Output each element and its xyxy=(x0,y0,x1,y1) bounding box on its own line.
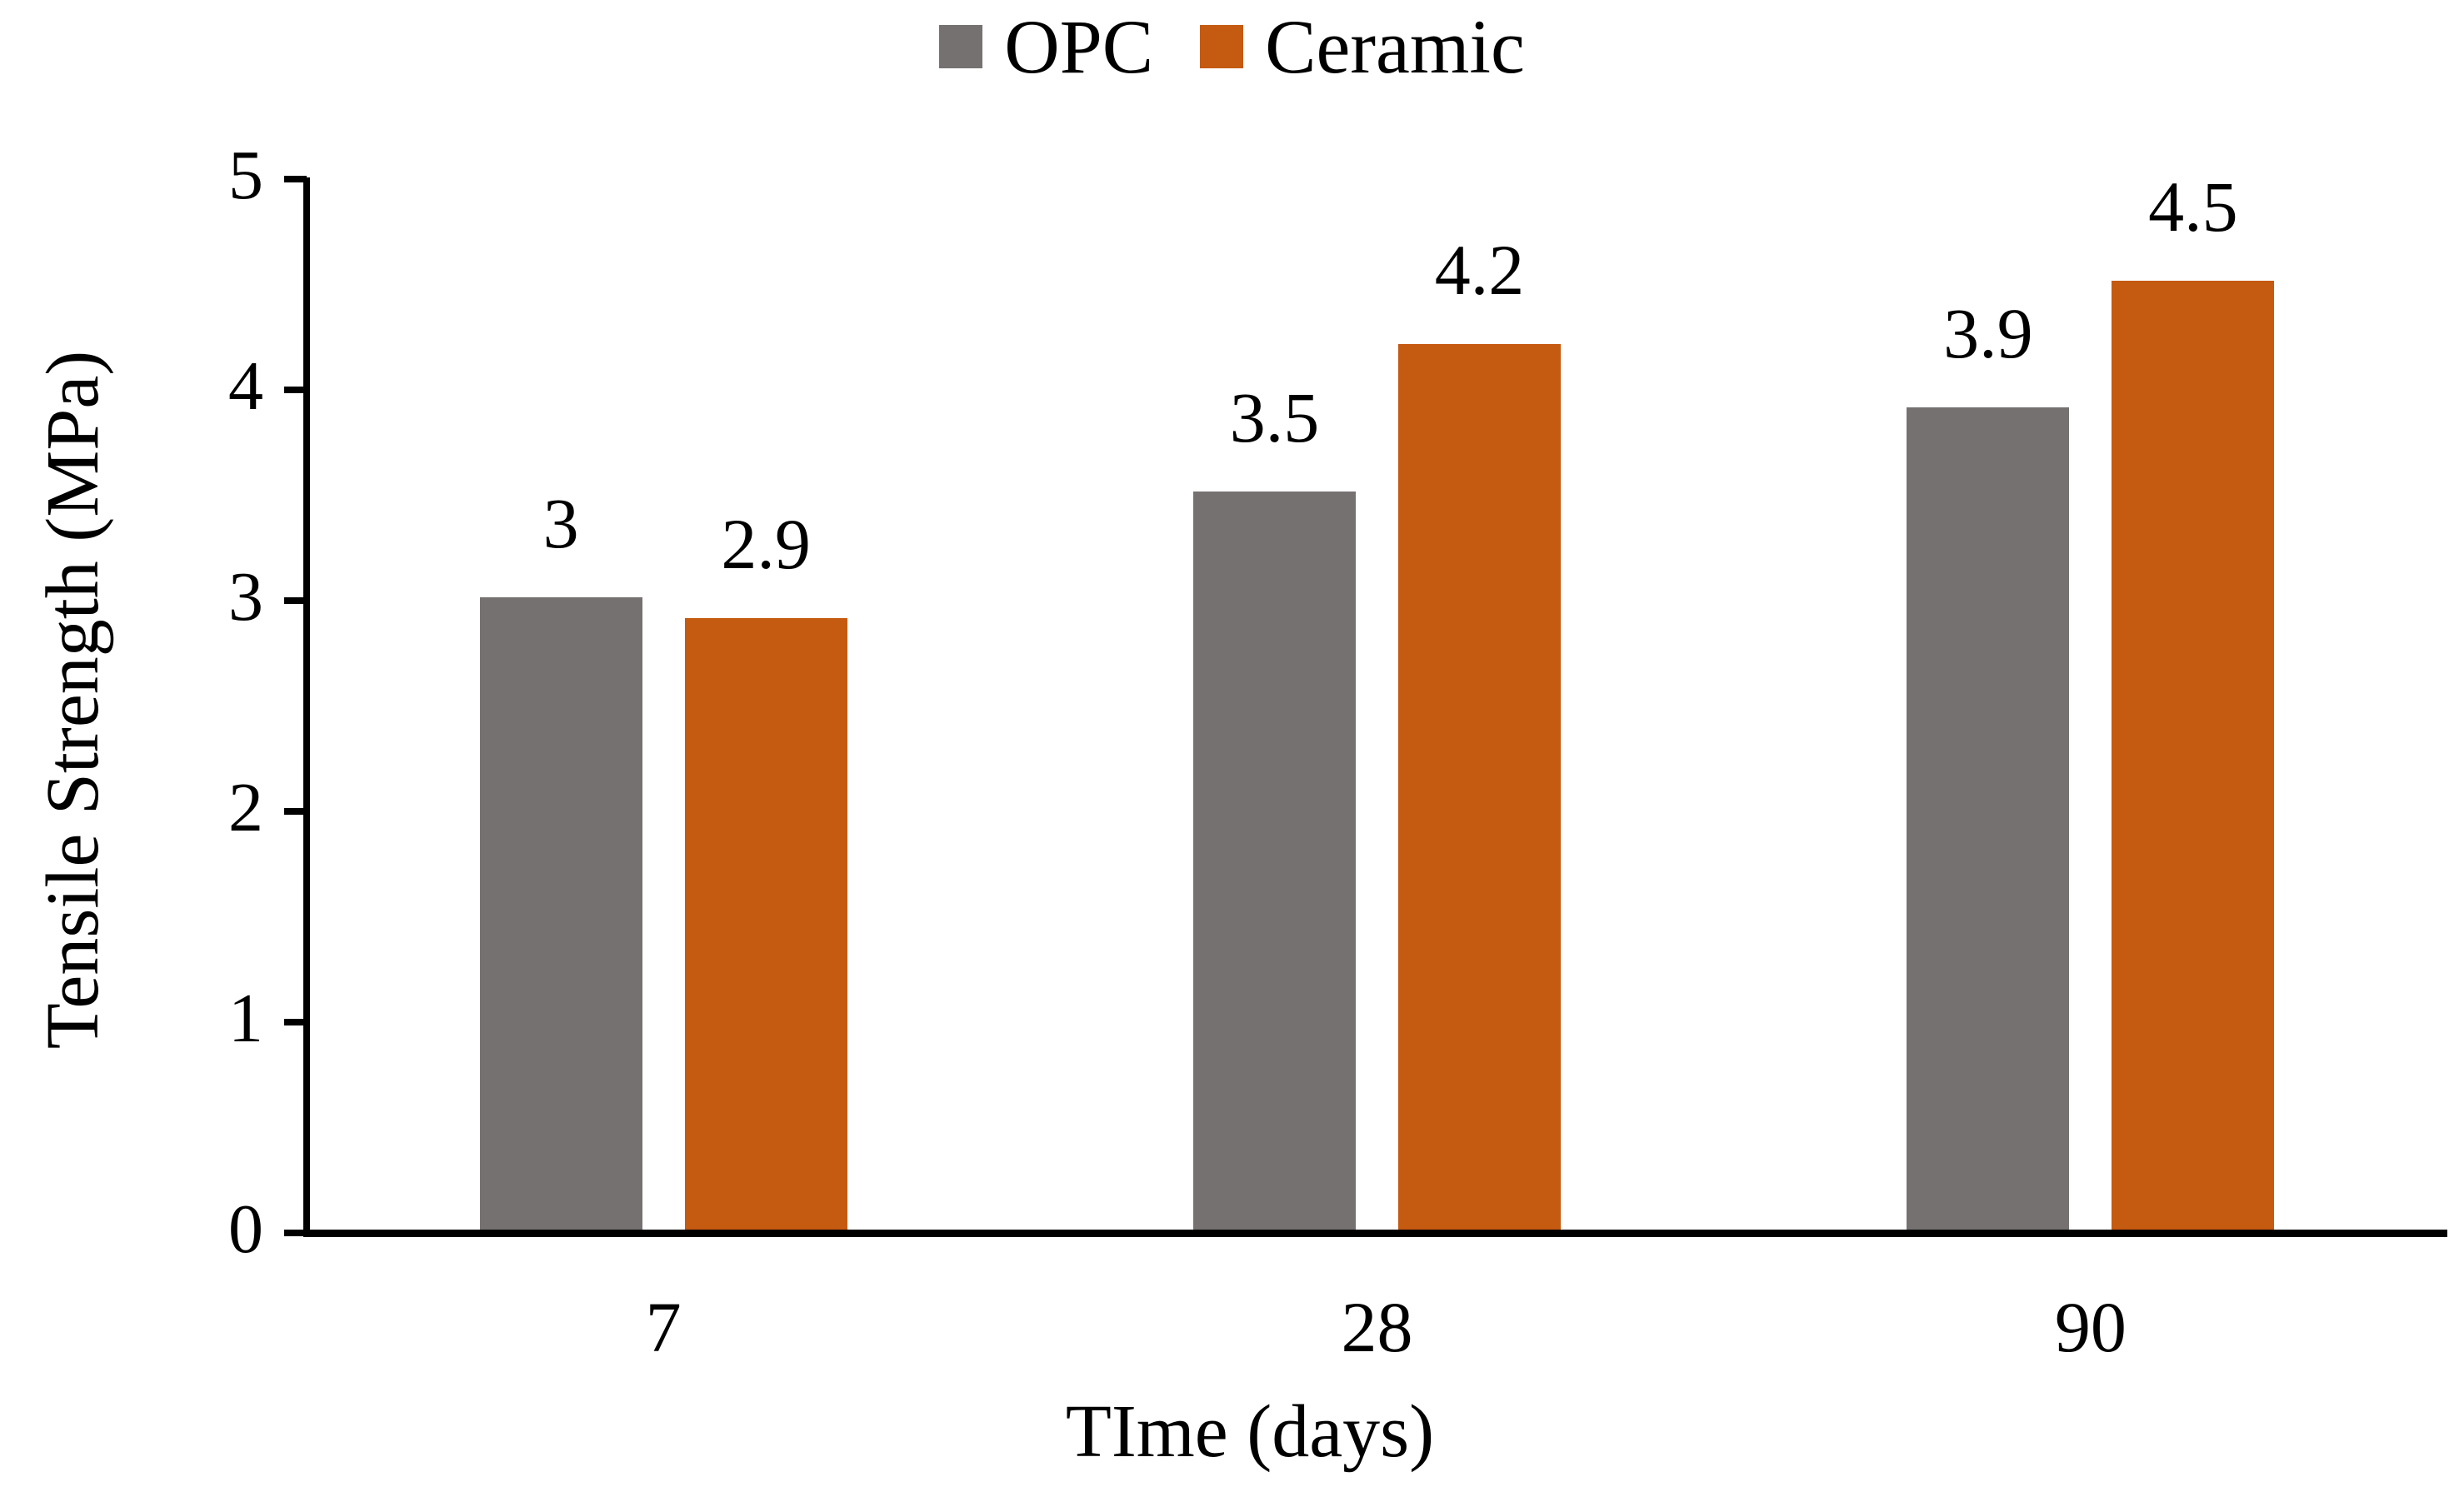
y-axis-tick-label: 4 xyxy=(228,347,263,425)
legend-item-opc: OPC xyxy=(939,8,1153,85)
bar-value-label: 3.9 xyxy=(1943,293,2033,373)
x-axis-title: TIme (days) xyxy=(1065,1390,1435,1473)
x-axis-tick-label: 28 xyxy=(1341,1287,1413,1367)
y-axis-tick-label: 1 xyxy=(228,980,263,1057)
y-axis-tick-label: 3 xyxy=(228,558,263,636)
y-axis-tick xyxy=(284,597,307,604)
y-axis-tick-label: 2 xyxy=(228,769,263,846)
bar-value-label: 3 xyxy=(542,483,579,563)
bar-opc-28 xyxy=(1193,492,1356,1230)
legend-label-opc: OPC xyxy=(1004,4,1154,89)
legend-item-ceramic: Ceramic xyxy=(1200,8,1525,85)
y-axis-tick xyxy=(284,1230,307,1236)
y-axis-title: Tensile Strength (MPa) xyxy=(32,350,114,1050)
x-axis-tick-label: 7 xyxy=(645,1287,682,1367)
x-axis-line xyxy=(303,1230,2447,1237)
bar-ceramic-90 xyxy=(2112,281,2275,1230)
legend: OPC Ceramic xyxy=(0,8,2464,85)
bar-value-label: 4.5 xyxy=(2148,167,2238,247)
legend-swatch-opc xyxy=(939,25,983,68)
bar-ceramic-28 xyxy=(1398,344,1561,1230)
bar-ceramic-7 xyxy=(684,618,847,1230)
y-axis-tick-label: 5 xyxy=(228,137,263,214)
y-axis-tick-label: 0 xyxy=(228,1190,263,1268)
bar-value-label: 2.9 xyxy=(721,504,811,584)
x-axis-tick-label: 90 xyxy=(2054,1287,2127,1367)
bar-value-label: 4.2 xyxy=(1434,230,1525,310)
y-axis-line xyxy=(303,177,310,1237)
bar-opc-7 xyxy=(479,597,642,1230)
y-axis-tick xyxy=(284,808,307,815)
bar-value-label: 3.5 xyxy=(1229,377,1320,457)
legend-label-ceramic: Ceramic xyxy=(1265,4,1525,89)
legend-swatch-ceramic xyxy=(1200,25,1244,68)
y-axis-tick xyxy=(284,387,307,393)
y-axis-tick xyxy=(284,176,307,182)
bar-opc-90 xyxy=(1907,407,2070,1230)
y-axis-tick xyxy=(284,1019,307,1025)
